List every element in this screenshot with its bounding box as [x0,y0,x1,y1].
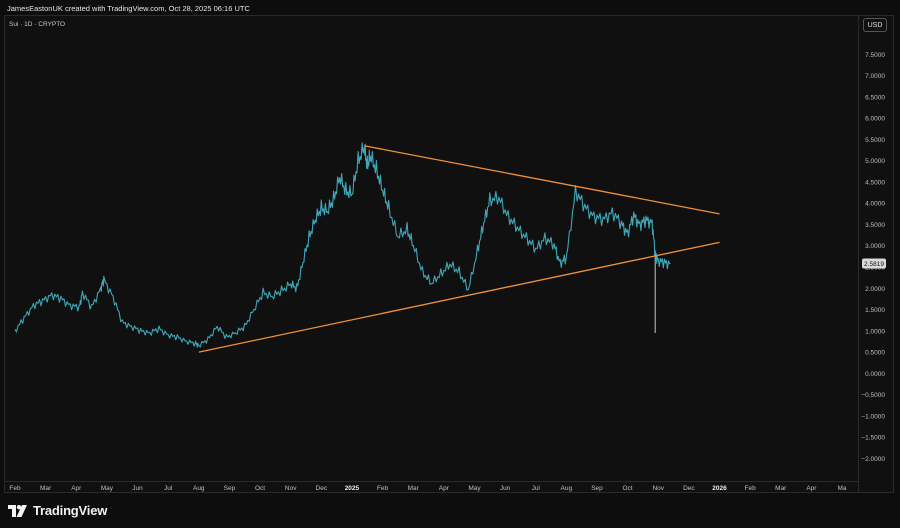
x-tick-label: Oct [623,485,633,492]
x-tick-label: Oct [255,485,265,492]
x-tick-label: Apr [71,485,82,492]
price-series-line [14,142,671,348]
x-tick-label: Aug [193,485,205,492]
y-tick-label: 7.0000 [865,73,885,80]
x-tick-label: 2025 [345,485,360,492]
x-tick-label: Sep [591,485,603,492]
x-tick-label: Jun [500,485,511,492]
price-line-group [14,142,671,348]
x-tick-label: 2026 [712,485,727,492]
chart-frame [4,15,894,493]
x-tick-label: Jul [164,485,173,492]
y-tick-label: 7.5000 [865,52,885,59]
price-axis: 7.5000 7.0000 6.5000 6.0000 5.5000 5.0000 4.50… [861,52,885,463]
x-tick-label: Dec [683,485,695,492]
x-tick-label: Feb [377,485,389,492]
y-tick-label: −0.5000 [861,392,885,399]
y-tick-label: 3.0000 [865,243,885,250]
y-tick-label: 5.0000 [865,158,885,165]
y-tick-label: 3.5000 [865,222,885,229]
x-tick-label: Nov [285,485,297,492]
chart-credit: JamesEastonUK created with TradingView.c… [7,4,250,13]
y-tick-label: 6.5000 [865,94,885,101]
x-tick-label: Nov [652,485,664,492]
time-axis: Feb Mar Apr May Jun Jul Aug Sep Oct Nov Dec 2025 Feb… [9,485,847,492]
x-tick-label: May [468,485,481,492]
y-tick-label: 1.5000 [865,307,885,314]
x-tick-label: Jul [532,485,541,492]
y-tick-label: 4.0000 [865,201,885,208]
last-price-label: 2.5819 [864,261,884,268]
tradingview-branding[interactable]: TradingView [8,503,107,518]
y-tick-label: 4.5000 [865,179,885,186]
trendlines-group [198,145,720,353]
x-tick-label: May [101,485,114,492]
x-tick-label: Dec [316,485,328,492]
x-tick-label: Apr [439,485,450,492]
y-tick-label: −1.5000 [861,435,885,442]
y-tick-label: −2.0000 [861,456,885,463]
brand-name: TradingView [33,503,108,518]
last-price-group: 2.5819 [862,258,886,269]
y-tick-label: 2.0000 [865,286,885,293]
y-tick-label: −1.0000 [861,413,885,420]
time-scale-divider [5,481,858,482]
tradingview-logo-icon [8,504,27,517]
x-tick-label: Mar [775,485,787,492]
trendline-upper [364,145,720,215]
x-tick-label: Feb [745,485,757,492]
x-tick-label: Feb [9,485,21,492]
x-tick-label: Mar [40,485,52,492]
symbol-legend[interactable]: Sui · 1D · CRYPTO [9,21,66,28]
y-tick-label: 0.5000 [865,350,885,357]
last-price-marker [862,258,886,269]
x-tick-label: Sep [224,485,236,492]
x-tick-label: Aug [561,485,573,492]
y-tick-label: 1.0000 [865,328,885,335]
y-tick-label: 0.0000 [865,371,885,378]
x-tick-label: Ma [838,485,847,492]
x-tick-label: Apr [806,485,817,492]
y-tick-label: 5.5000 [865,137,885,144]
trendline-lower [198,241,720,353]
x-tick-label: Mar [408,485,420,492]
y-tick-label: 6.0000 [865,116,885,123]
x-tick-label: Jun [132,485,143,492]
price-scale-divider [858,16,859,492]
currency-button[interactable]: USD [863,18,887,32]
